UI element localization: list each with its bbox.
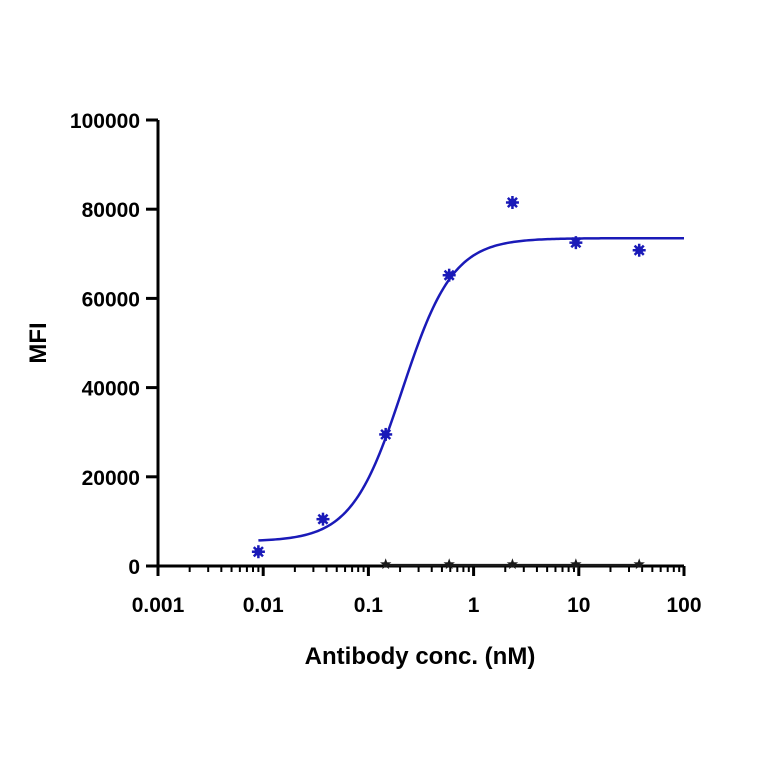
data-point — [506, 558, 519, 570]
data-point — [505, 196, 519, 210]
x-tick-label: 0.01 — [243, 594, 284, 617]
fit-curve — [258, 236, 684, 542]
y-axis-ticks: 0 20000 40000 60000 80000 100000 — [70, 110, 158, 579]
data-point — [379, 427, 393, 441]
data-point — [633, 558, 645, 570]
data-points — [251, 196, 646, 570]
x-axis-ticks: 0.001 0.01 0.1 1 10 100 — [132, 566, 702, 617]
data-point — [443, 558, 455, 570]
data-point — [569, 236, 583, 250]
x-axis-title: Antibody conc. (nM) — [305, 643, 536, 670]
x-tick-label: 1 — [468, 594, 480, 617]
y-tick-label: 60000 — [82, 288, 140, 311]
data-point — [570, 558, 582, 570]
y-tick-label: 20000 — [82, 467, 140, 490]
x-tick-label: 0.1 — [354, 594, 384, 617]
y-tick-label: 40000 — [82, 378, 140, 401]
data-point — [442, 268, 456, 282]
y-tick-label: 0 — [128, 556, 140, 579]
y-axis-title: MFI — [25, 322, 52, 363]
data-point — [316, 512, 330, 526]
data-point — [251, 545, 265, 559]
x-tick-label: 0.001 — [132, 594, 185, 617]
y-tick-label: 100000 — [70, 110, 140, 133]
y-tick-label: 80000 — [82, 199, 140, 222]
x-tick-label: 100 — [666, 594, 701, 617]
x-tick-label: 10 — [567, 594, 590, 617]
data-point — [632, 243, 646, 257]
data-point — [379, 558, 392, 570]
